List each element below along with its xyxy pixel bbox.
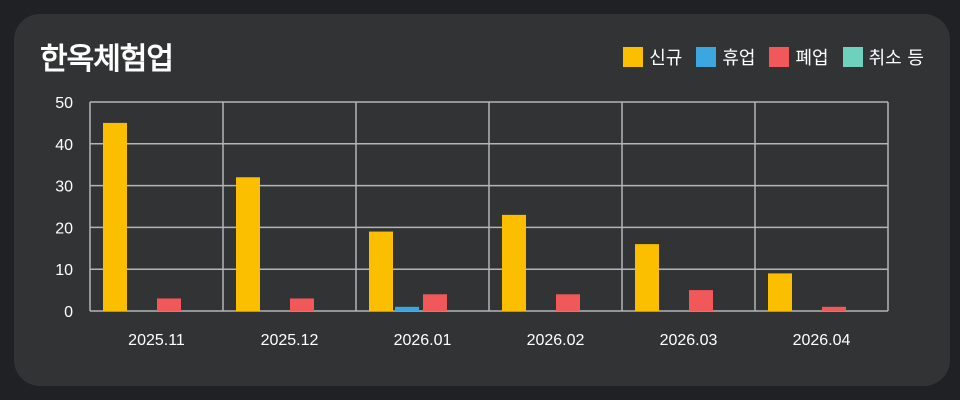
legend-swatch-closed [769, 47, 790, 67]
legend-swatch-new [623, 47, 644, 67]
bar-0-2 [369, 231, 393, 311]
y-tick-label: 40 [55, 137, 73, 154]
bar-2-2 [423, 294, 447, 311]
bar-2-5 [822, 306, 846, 311]
y-tick-label: 30 [55, 179, 73, 196]
bar-0-0 [103, 122, 127, 312]
x-tick-label: 2025.11 [128, 332, 185, 349]
legend-item-cancelled[interactable]: 취소 등 [842, 44, 924, 70]
legend-item-suspended[interactable]: 휴업 [696, 44, 755, 70]
x-tick-label: 2025.12 [261, 332, 319, 349]
legend-label-cancelled: 취소 등 [868, 48, 924, 69]
bar-2-3 [556, 294, 580, 311]
legend-swatch-cancelled [842, 47, 863, 67]
bar-2-4 [689, 290, 713, 311]
bar-0-4 [635, 244, 659, 311]
bar-2-1 [290, 298, 314, 311]
bar-0-3 [502, 214, 526, 311]
chart-legend: 신규 휴업 폐업 취소 등 [623, 44, 924, 70]
x-tick-label: 2026.04 [793, 332, 851, 349]
legend-swatch-suspended [696, 47, 717, 67]
x-tick-label: 2026.02 [527, 332, 585, 349]
legend-item-closed[interactable]: 폐업 [769, 44, 829, 70]
legend-label-suspended: 휴업 [722, 48, 756, 69]
legend-label-closed: 폐업 [795, 48, 829, 69]
bar-2-0 [157, 298, 181, 311]
legend-item-new[interactable]: 신규 [623, 44, 682, 70]
y-tick-label: 0 [64, 304, 73, 321]
x-tick-label: 2026.03 [660, 332, 718, 349]
y-tick-label: 20 [55, 220, 73, 237]
bar-0-1 [236, 177, 260, 311]
y-tick-label: 10 [55, 262, 73, 279]
y-tick-label: 50 [55, 95, 73, 112]
chart-title: 한옥체험업 [40, 42, 174, 77]
bar-1-2 [395, 306, 419, 311]
x-tick-label: 2026.01 [394, 332, 452, 349]
legend-label-new: 신규 [649, 48, 683, 69]
chart-card: 한옥체험업 신규 휴업 폐업 취소 등 [14, 14, 950, 386]
bar-0-5 [768, 273, 792, 311]
